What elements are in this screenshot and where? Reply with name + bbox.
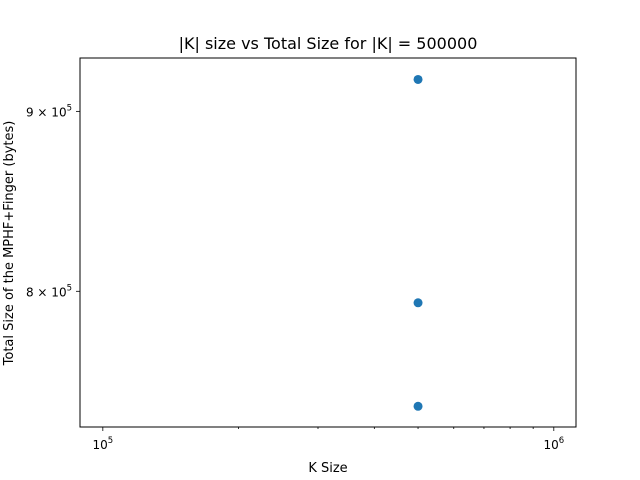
- x-axis-ticks: 105 106: [92, 427, 564, 452]
- x-axis-label: K Size: [308, 461, 347, 476]
- data-point: [413, 74, 423, 84]
- y-axis-ticks: 8 × 105 9 × 105: [26, 103, 80, 299]
- y-tick-label: 9 × 105: [26, 103, 72, 119]
- chart-title: |K| size vs Total Size for |K| = 500000: [179, 34, 478, 53]
- y-axis-label: Total Size of the MPHF+Finger (bytes): [2, 121, 17, 367]
- data-point: [413, 298, 423, 308]
- y-tick-label: 8 × 105: [26, 283, 72, 299]
- x-tick-label: 105: [92, 436, 113, 452]
- data-point: [413, 401, 423, 411]
- plot-frame: [79, 57, 577, 428]
- data-points: [413, 74, 423, 411]
- x-tick-label: 106: [543, 436, 564, 452]
